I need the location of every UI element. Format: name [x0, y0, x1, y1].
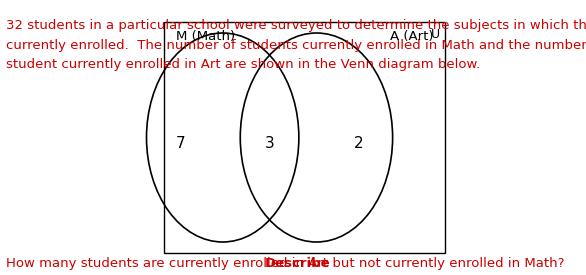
- Text: 2: 2: [353, 136, 363, 150]
- Text: currently enrolled.  The number of students currently enrolled in Math and the n: currently enrolled. The number of studen…: [6, 39, 586, 51]
- Text: 7: 7: [176, 136, 186, 150]
- Text: How many students are currently enrolled in Art but not currently enrolled in Ma: How many students are currently enrolled…: [6, 257, 573, 270]
- Text: student currently enrolled in Art are shown in the Venn diagram below.: student currently enrolled in Art are sh…: [6, 58, 480, 71]
- Text: U: U: [430, 28, 440, 40]
- Text: Describe: Describe: [265, 257, 331, 270]
- Text: 32 students in a particular school were surveyed to determine the subjects in wh: 32 students in a particular school were …: [6, 19, 586, 32]
- Text: 3: 3: [265, 136, 274, 150]
- FancyBboxPatch shape: [164, 22, 445, 253]
- Text: M (Math): M (Math): [176, 30, 235, 43]
- Text: A (Art): A (Art): [390, 30, 434, 43]
